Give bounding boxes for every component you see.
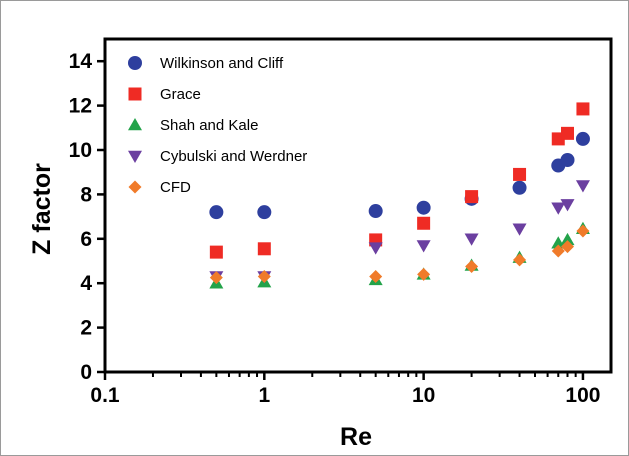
data-point-cfd — [551, 244, 565, 258]
data-point-cfd — [417, 267, 431, 281]
legend-marker-cybulski-and-werdner — [128, 150, 142, 163]
data-point-grace — [209, 245, 223, 259]
y-tick-label: 12 — [69, 95, 92, 118]
data-point-wilkinson-and-cliff — [416, 200, 431, 215]
data-point-cybulski-and-werdner — [551, 202, 566, 215]
data-point-grace — [465, 190, 479, 204]
data-point-wilkinson-and-cliff — [368, 204, 383, 219]
legend-label-wilkinson-and-cliff: Wilkinson and Cliff — [160, 55, 284, 72]
data-point-cfd — [257, 270, 271, 284]
data-point-cfd — [513, 253, 527, 267]
data-point-cfd — [576, 224, 590, 238]
data-point-cfd — [465, 260, 479, 274]
y-tick-label: 8 — [80, 183, 92, 206]
x-tick-label: 0.1 — [90, 384, 120, 407]
legend-label-grace: Grace — [160, 86, 201, 103]
data-point-cybulski-and-werdner — [368, 242, 383, 255]
y-tick-label: 0 — [80, 361, 92, 384]
plot-border — [103, 37, 613, 374]
data-point-wilkinson-and-cliff — [512, 180, 527, 195]
data-point-wilkinson-and-cliff — [209, 205, 224, 220]
y-tick-label: 6 — [80, 228, 92, 251]
data-point-cfd — [369, 270, 383, 284]
legend-marker-wilkinson-and-cliff — [128, 56, 142, 70]
data-point-grace — [417, 216, 431, 230]
data-point-cybulski-and-werdner — [464, 233, 479, 246]
data-point-shah-and-kale — [560, 232, 575, 246]
data-point-grace — [513, 167, 527, 181]
legend-label-cybulski-and-werdner: Cybulski and Werdner — [160, 148, 307, 165]
data-point-shah-and-kale — [551, 236, 566, 249]
legend-marker-cfd — [128, 180, 142, 194]
x-axis-label: Re — [340, 423, 372, 451]
y-tick-label: 2 — [80, 317, 92, 340]
legend-marker-grace — [128, 87, 142, 101]
x-ticks: 0.1 1 10 100 — [90, 372, 600, 407]
x-tick-label: 100 — [565, 384, 600, 407]
legend-marker-shah-and-kale — [128, 118, 142, 131]
legend: Wilkinson and Cliff Grace Shah and Kale Cyb… — [128, 55, 307, 196]
x-tick-label: 10 — [412, 384, 435, 407]
data-point-cybulski-and-werdner — [560, 199, 575, 212]
data-point-grace — [576, 102, 590, 116]
data-point-wilkinson-and-cliff — [575, 131, 590, 146]
y-tick-label: 4 — [80, 272, 92, 295]
data-point-wilkinson-and-cliff — [257, 205, 272, 220]
data-points — [209, 102, 590, 289]
y-tick-label: 14 — [69, 50, 93, 73]
legend-label-cfd: CFD — [160, 179, 191, 196]
y-ticks: 0 2 4 6 8 10 12 14 — [69, 50, 105, 384]
legend-label-shah-and-kale: Shah and Kale — [160, 117, 258, 134]
y-tick-label: 10 — [69, 139, 92, 162]
axes — [103, 37, 613, 374]
data-point-grace — [561, 126, 575, 140]
y-axis-label: Z factor — [28, 163, 56, 255]
data-point-cfd — [561, 240, 575, 254]
x-tick-label: 1 — [258, 384, 270, 407]
data-point-cybulski-and-werdner — [575, 180, 590, 193]
data-point-cybulski-and-werdner — [512, 223, 527, 236]
data-point-cybulski-and-werdner — [416, 240, 431, 253]
data-point-wilkinson-and-cliff — [560, 152, 575, 167]
data-point-grace — [257, 242, 271, 256]
data-point-cfd — [209, 271, 223, 285]
